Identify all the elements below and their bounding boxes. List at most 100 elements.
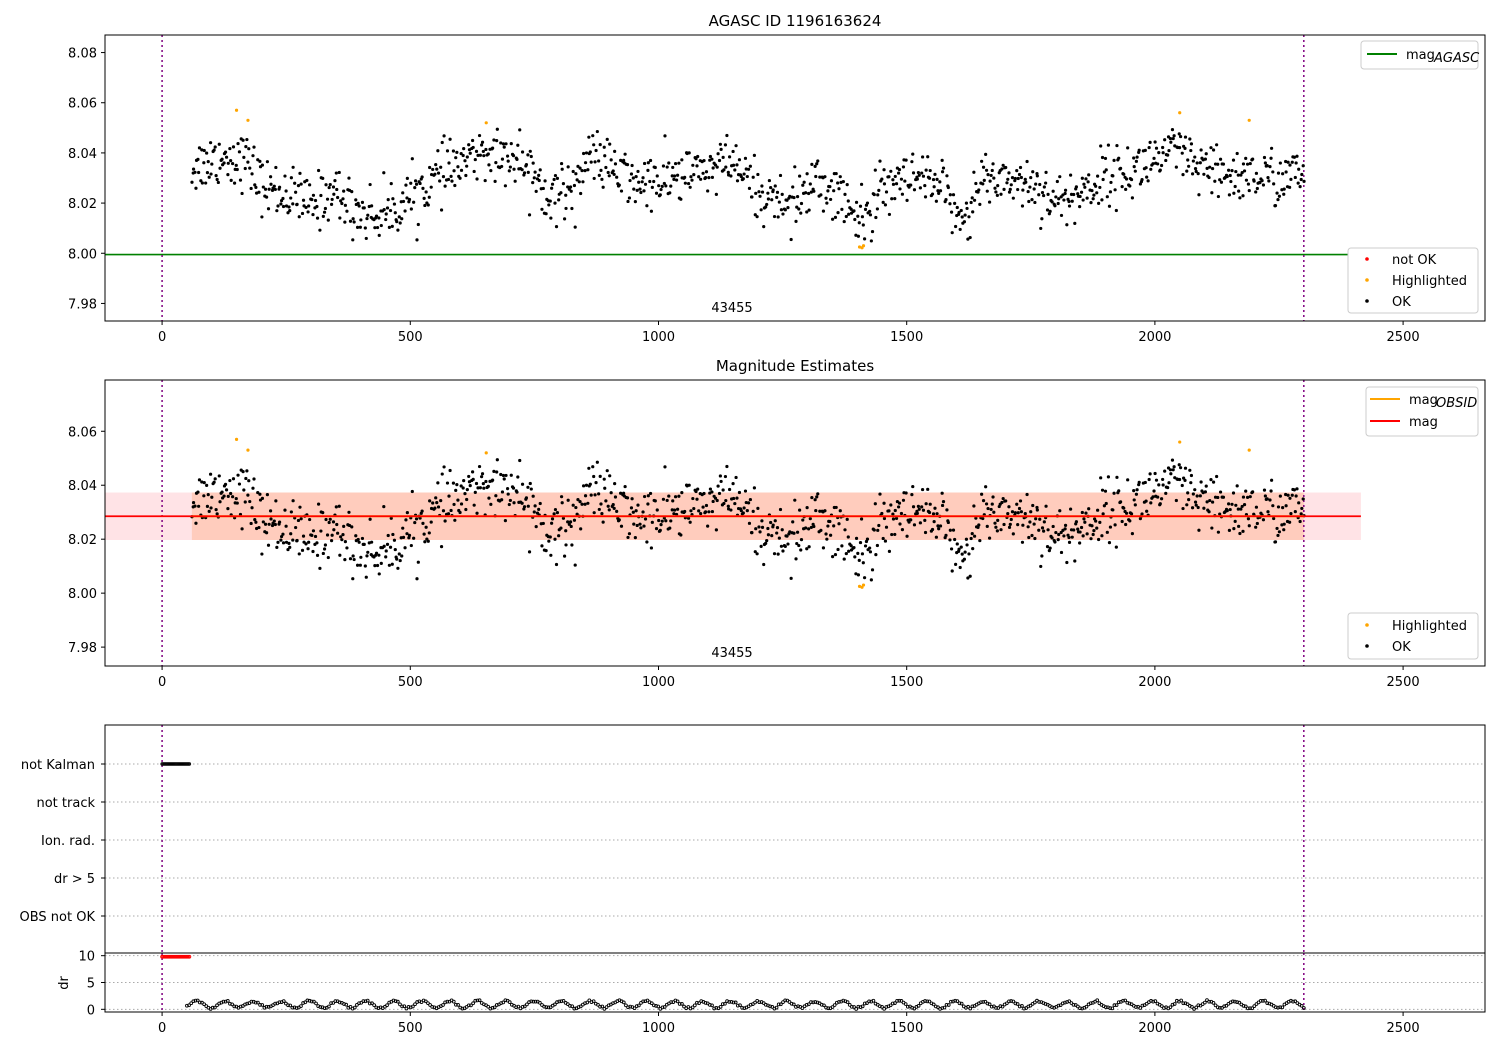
ok-point xyxy=(439,165,443,169)
ok-point xyxy=(1235,151,1239,156)
ok-point xyxy=(400,554,404,558)
ok-point xyxy=(343,203,347,207)
ok-point xyxy=(373,226,377,230)
dr-point xyxy=(348,1005,353,1009)
ok-point xyxy=(338,553,342,557)
ok-point xyxy=(816,159,820,163)
ok-point xyxy=(247,147,251,151)
ok-point xyxy=(665,165,669,169)
dr-point xyxy=(1011,999,1016,1004)
ok-point xyxy=(583,494,588,498)
ok-point xyxy=(231,495,235,499)
ok-point xyxy=(832,189,836,193)
ok-point xyxy=(744,500,748,505)
dr-point xyxy=(400,1004,404,1009)
ok-point xyxy=(191,167,196,171)
ok-point xyxy=(901,165,906,169)
ok-point xyxy=(552,177,556,182)
ok-point xyxy=(1079,190,1084,194)
ok-point xyxy=(607,174,611,178)
ok-point xyxy=(1057,532,1061,537)
ok-point xyxy=(456,165,460,169)
ok-point xyxy=(1236,173,1240,177)
ok-point xyxy=(433,172,437,176)
ok-point xyxy=(190,180,194,184)
ok-point xyxy=(770,198,774,202)
dr-point xyxy=(880,1004,884,1009)
ok-point xyxy=(1218,157,1223,161)
ok-point xyxy=(426,539,430,543)
ok-point xyxy=(724,498,728,503)
ok-point xyxy=(1227,168,1231,172)
ok-point xyxy=(557,198,561,202)
ok-point xyxy=(1046,192,1050,196)
ok-point xyxy=(965,206,969,211)
ok-point xyxy=(634,175,638,179)
ok-point xyxy=(946,185,950,190)
ok-point xyxy=(208,141,213,145)
ok-point xyxy=(561,182,566,186)
ok-point xyxy=(1072,192,1076,197)
ok-point xyxy=(928,502,932,506)
ok-point xyxy=(934,199,938,203)
ok-point xyxy=(798,508,802,512)
ok-point xyxy=(354,534,358,538)
ok-point xyxy=(415,238,419,242)
ok-point xyxy=(436,505,441,509)
ok-point xyxy=(226,506,230,511)
ok-point xyxy=(881,200,885,204)
dr-point xyxy=(542,1004,546,1009)
ok-point xyxy=(776,215,780,219)
ok-point xyxy=(744,167,748,171)
ok-point xyxy=(284,189,288,193)
ok-point xyxy=(489,502,493,506)
ok-point xyxy=(775,195,779,199)
ok-point xyxy=(537,173,541,177)
ok-point xyxy=(256,490,260,495)
ok-point xyxy=(1028,185,1032,189)
ok-point xyxy=(735,496,739,500)
ok-point xyxy=(429,520,433,524)
ok-point xyxy=(509,142,513,146)
ok-point xyxy=(1143,480,1147,485)
dr-point xyxy=(714,1005,719,1010)
highlighted-point xyxy=(1247,448,1251,452)
ok-point xyxy=(1050,200,1054,204)
ok-point xyxy=(799,211,803,215)
ok-point xyxy=(568,520,573,524)
ok-point xyxy=(374,214,379,218)
magnitude-obsid-annotation: 43455 xyxy=(711,646,752,661)
ok-point xyxy=(938,524,943,528)
ok-point xyxy=(898,522,902,526)
ok-point xyxy=(1289,177,1293,181)
ok-point xyxy=(1059,213,1064,218)
ok-point xyxy=(1216,194,1221,199)
ok-point xyxy=(1132,489,1136,493)
ok-point xyxy=(1021,188,1025,192)
ok-point xyxy=(710,509,715,514)
ok-point xyxy=(985,189,989,193)
ok-point xyxy=(197,170,201,175)
ok-point xyxy=(1078,194,1082,199)
ok-point xyxy=(702,491,706,496)
dr-point xyxy=(1013,1001,1018,1006)
dr-point xyxy=(1280,1005,1285,1010)
ok-point xyxy=(197,504,201,508)
ok-point xyxy=(862,576,867,580)
ok-point xyxy=(844,214,848,219)
ok-point xyxy=(1169,472,1173,476)
dr-point xyxy=(1248,1006,1252,1011)
ok-point xyxy=(722,501,726,506)
dr-point xyxy=(983,999,988,1004)
ok-point xyxy=(480,140,485,144)
ok-point xyxy=(1079,525,1084,530)
dr-point xyxy=(632,1006,637,1011)
ok-point xyxy=(905,198,909,202)
ok-point xyxy=(1153,140,1157,144)
ok-point xyxy=(915,177,919,181)
ok-point xyxy=(1225,509,1229,513)
highlighted-point xyxy=(246,118,250,122)
ok-point xyxy=(1007,525,1012,529)
ok-point xyxy=(484,147,488,152)
